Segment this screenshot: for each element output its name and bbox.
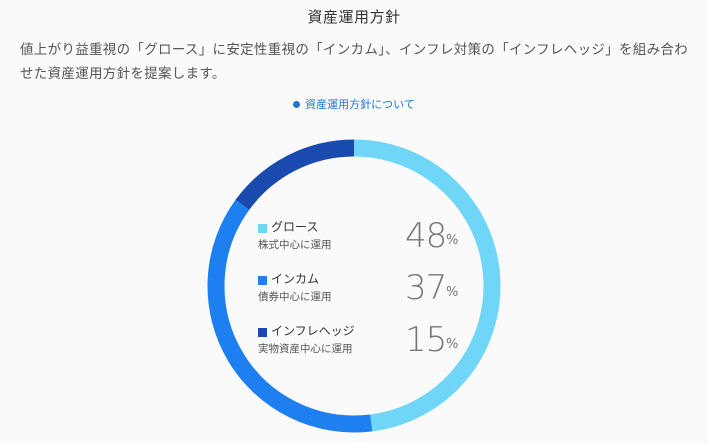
legend-item-growth: グロース 株式中心に運用 48 %	[258, 216, 478, 270]
income-segment	[207, 199, 373, 433]
growth-percent-unit: %	[446, 233, 459, 248]
inflation-hedge-percent: 15	[405, 320, 447, 360]
policy-info-link-label: 資産運用方針について	[305, 98, 415, 111]
inflation-hedge-percent-unit: %	[446, 337, 459, 352]
inflation-hedge-color-swatch	[258, 328, 267, 337]
income-percent-unit: %	[446, 285, 459, 300]
growth-segment	[353, 139, 501, 432]
legend-item-inflation-hedge: インフレヘッジ 実物資産中心に運用 15 %	[258, 320, 478, 374]
section-title: 資産運用方針	[307, 8, 401, 26]
growth-description: 株式中心に運用	[258, 239, 332, 251]
growth-color-swatch	[258, 224, 267, 233]
income-percent: 37	[405, 268, 447, 308]
income-name: インカム	[271, 272, 320, 286]
section-description: 値上がり益重視の「グロース」に安定性重視の「インカム」、インフレ対策の「インフレ…	[20, 42, 688, 82]
allocation-legend: グロース 株式中心に運用 48 % インカム 債券中心に運用 37 % インフレ…	[258, 216, 478, 374]
policy-info-link[interactable]: 資産運用方針について	[0, 96, 708, 112]
bullet-icon	[293, 100, 301, 108]
income-description: 債券中心に運用	[258, 291, 332, 303]
inflation-hedge-description: 実物資産中心に運用	[258, 343, 353, 355]
growth-percent: 48	[405, 216, 447, 256]
inflation-hedge-name: インフレヘッジ	[271, 324, 355, 338]
legend-item-income: インカム 債券中心に運用 37 %	[258, 268, 478, 322]
inflation-hedge-segment	[235, 139, 355, 211]
income-color-swatch	[258, 276, 267, 285]
growth-name: グロース	[271, 220, 319, 234]
